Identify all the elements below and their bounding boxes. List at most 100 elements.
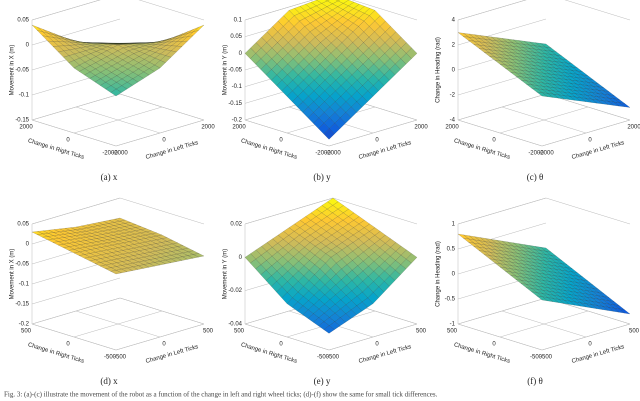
surface-cell bbox=[281, 74, 293, 86]
surface-cell bbox=[302, 106, 314, 119]
surface-cell bbox=[112, 240, 124, 245]
x-tick-label: 0 bbox=[162, 138, 166, 144]
surface-cell bbox=[84, 256, 96, 262]
grid-line bbox=[115, 323, 205, 351]
surface-cell bbox=[107, 238, 119, 243]
surface-cell bbox=[293, 20, 305, 33]
surface-cell bbox=[318, 101, 330, 113]
surface-cell bbox=[335, 63, 347, 76]
surface-cell bbox=[304, 23, 316, 32]
surface-cell bbox=[329, 112, 341, 124]
surface-cell bbox=[597, 86, 610, 92]
surface-cell bbox=[276, 286, 288, 299]
grid-line bbox=[457, 0, 527, 21]
surface-cell bbox=[309, 58, 321, 70]
surface-cell bbox=[325, 0, 330, 2]
surface-cell bbox=[569, 96, 581, 102]
surface-cell bbox=[340, 295, 352, 305]
surface-cell bbox=[340, 80, 352, 92]
surface-cell bbox=[554, 68, 567, 74]
axis-box bbox=[351, 0, 418, 21]
y-tick-label: 0 bbox=[492, 342, 496, 348]
surface-cell bbox=[97, 224, 109, 229]
surface-cell bbox=[510, 65, 523, 71]
surface-cell bbox=[118, 232, 130, 237]
surface-cell bbox=[520, 79, 533, 85]
z-tick-label: 0 bbox=[452, 68, 456, 74]
surface-cell bbox=[277, 15, 289, 27]
x-tick-label: 500 bbox=[416, 329, 427, 335]
surface-cell bbox=[536, 88, 549, 94]
surface-cell bbox=[287, 69, 299, 81]
z-tick-label: 0 bbox=[239, 255, 243, 261]
surface-cell bbox=[101, 236, 114, 240]
surface-cell bbox=[307, 112, 319, 124]
surface-cell bbox=[367, 85, 379, 97]
y-tick-label: 0 bbox=[279, 138, 283, 144]
surface-cell bbox=[329, 101, 341, 113]
surface-cell bbox=[118, 236, 130, 240]
surface-cell bbox=[571, 73, 583, 79]
surface-cell bbox=[309, 264, 321, 275]
surface-cell bbox=[297, 305, 309, 315]
surface-cell bbox=[341, 69, 353, 81]
surface-cell bbox=[570, 76, 583, 82]
surface-cell bbox=[602, 93, 615, 100]
surface-cell bbox=[281, 292, 293, 304]
surface-cell bbox=[384, 58, 396, 70]
surface-cell bbox=[591, 99, 603, 105]
surface-cell bbox=[541, 92, 554, 98]
surface-cell bbox=[532, 65, 545, 71]
surface-cell bbox=[170, 45, 183, 53]
z-tick-label: 0.5 bbox=[447, 247, 456, 253]
grid-line bbox=[328, 119, 418, 147]
z-tick-label: 0 bbox=[26, 43, 30, 49]
surface-cell bbox=[532, 74, 544, 80]
surface-cell bbox=[596, 99, 609, 105]
surface-cell bbox=[314, 63, 326, 76]
surface-cell bbox=[101, 50, 113, 57]
surface-cell bbox=[297, 101, 309, 113]
surface-cell bbox=[367, 292, 379, 304]
grid-line bbox=[31, 93, 121, 121]
surface-cell bbox=[323, 325, 335, 334]
surface-cell bbox=[357, 63, 369, 76]
surface-cell bbox=[107, 228, 120, 233]
surface-cell bbox=[310, 12, 322, 21]
surface-cell bbox=[75, 225, 88, 230]
surface-cell bbox=[308, 69, 320, 81]
surface-cell bbox=[288, 15, 300, 27]
surface-cell bbox=[586, 95, 598, 101]
surface-cell bbox=[347, 23, 359, 32]
surface-cell bbox=[549, 67, 561, 73]
surface-cell bbox=[68, 53, 80, 61]
surface-cell bbox=[305, 8, 317, 16]
axis-box bbox=[545, 197, 631, 225]
surface-cell bbox=[553, 84, 566, 90]
surface-cell bbox=[320, 253, 332, 264]
z-axis-label: Change in Heading (rad) bbox=[436, 241, 442, 307]
x-tick-label: 0 bbox=[375, 342, 379, 348]
grid-line bbox=[73, 106, 163, 134]
surface-cell bbox=[114, 217, 126, 222]
surface-cell bbox=[276, 69, 288, 81]
surface-cell bbox=[564, 92, 576, 98]
surface-cell bbox=[282, 63, 294, 76]
surface-cell bbox=[292, 96, 304, 108]
surface-cell bbox=[581, 81, 594, 87]
y-tick-label: 500 bbox=[447, 329, 458, 335]
surface-cell bbox=[297, 90, 309, 102]
surface-cell bbox=[319, 90, 331, 102]
surface-cell bbox=[373, 80, 385, 92]
surface-cell bbox=[59, 36, 71, 41]
z-tick-label: -0.02 bbox=[228, 288, 242, 294]
surface-cell bbox=[580, 97, 592, 103]
surface-cell bbox=[526, 77, 538, 83]
surface-cell bbox=[516, 62, 528, 69]
surface-cell bbox=[302, 300, 314, 310]
surface-cell bbox=[536, 85, 549, 91]
surface-cell bbox=[293, 251, 305, 262]
y-axis-label: Change in Right Ticks bbox=[240, 342, 298, 365]
y-tick-label: 0 bbox=[492, 138, 496, 144]
surface-cell bbox=[526, 74, 539, 80]
